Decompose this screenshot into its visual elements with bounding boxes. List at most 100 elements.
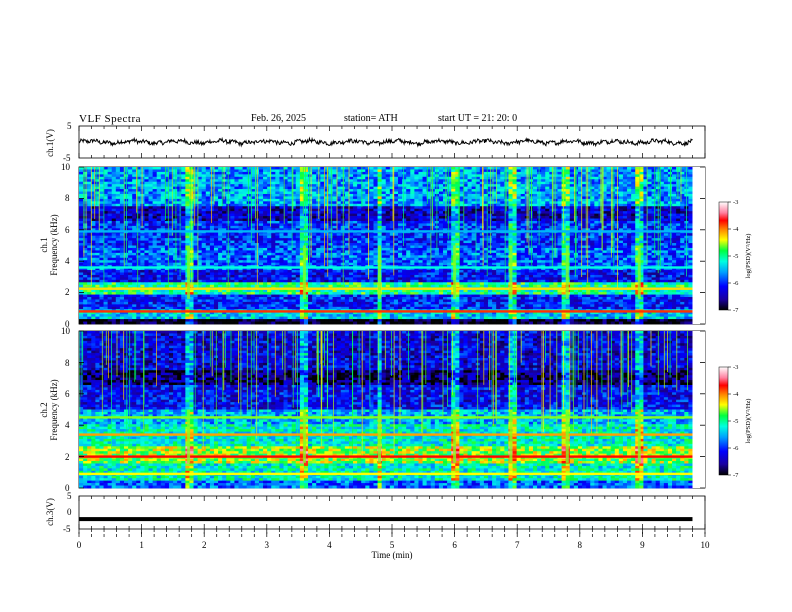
date-label: Feb. 26, 2025 [251, 113, 306, 124]
spectrogram-cell [532, 184, 538, 188]
spectrogram-cell [635, 235, 640, 239]
spectrogram-cell [561, 240, 567, 244]
spectrogram-cell [688, 228, 693, 232]
spectrogram-cell [213, 216, 219, 219]
spectrogram-cell [557, 181, 562, 185]
spectrogram-cell [438, 238, 444, 241]
spectrogram-cell [443, 174, 448, 178]
spectrogram-cell [246, 220, 252, 224]
spectrogram-cell [504, 243, 509, 246]
spectrogram-cell [438, 201, 444, 205]
spectrogram-cell [438, 211, 444, 215]
spectrogram-cell [443, 196, 448, 200]
spectrogram-cell [246, 213, 252, 217]
spectrogram-cell [479, 233, 485, 237]
spectrogram-cell [545, 191, 550, 195]
spectrogram-cell [557, 201, 562, 205]
spectrogram-cell [414, 181, 419, 185]
spectrogram-cell [287, 191, 293, 195]
spectrogram-cell [635, 193, 640, 197]
spectrogram-cell [79, 238, 84, 241]
spectrogram-cell [87, 238, 92, 241]
spectrogram-cell [639, 220, 644, 224]
spectrogram-cell [410, 228, 415, 232]
spectrogram-cell [230, 213, 235, 217]
spectrogram-cell [316, 243, 321, 246]
spectrogram-cell [487, 179, 493, 183]
spectrogram-cell [639, 169, 644, 173]
spectrogram-cell [234, 176, 239, 180]
spectrogram-cell [606, 191, 612, 195]
spectrogram-cell [173, 213, 178, 217]
spectrogram-cell [594, 228, 599, 232]
spectrogram-cell [164, 225, 170, 229]
spectrogram-cell [406, 169, 411, 173]
spectrogram-cell [631, 223, 636, 227]
spectrogram-cell [631, 213, 636, 217]
spectrogram-cell [582, 225, 587, 229]
spectrogram-cell [79, 240, 84, 244]
spectrogram-cell [451, 233, 456, 237]
spectrogram-cell [144, 233, 149, 237]
spectrogram-cell [87, 216, 92, 219]
spectrogram-cell [381, 196, 387, 200]
spectrogram-cell [144, 206, 149, 210]
spectrogram-cell [246, 245, 252, 249]
spectrogram-cell [492, 179, 497, 183]
spectrogram-cell [496, 211, 501, 215]
spectrogram-cell [336, 176, 342, 180]
spectrogram-cell [238, 233, 243, 237]
spectrogram-cell [336, 235, 342, 239]
spectrogram-cell [230, 184, 235, 188]
spectrogram-cell [635, 181, 640, 185]
spectrogram-cell [119, 223, 125, 227]
spectrogram-cell [688, 243, 693, 246]
spectrogram-cell [565, 220, 571, 224]
spectrogram-cell [627, 208, 632, 212]
spectrogram-cell [479, 171, 485, 175]
spectrogram-cell [622, 216, 628, 219]
spectrogram-cell [471, 213, 477, 217]
spectrogram-cell [128, 181, 133, 185]
spectrogram-cell [312, 213, 317, 217]
spectrogram-cell [312, 167, 317, 170]
spectrogram-cell [418, 203, 423, 207]
spectrogram-cell [185, 218, 190, 222]
spectrogram-cell [610, 218, 616, 222]
spectrogram-cell [647, 223, 652, 227]
spectrogram-cell [332, 167, 338, 170]
spectrogram-cell [132, 223, 137, 227]
spectrogram-cell [663, 184, 669, 188]
spectrogram-cell [107, 174, 113, 178]
spectrogram-cell [365, 225, 370, 229]
spectrogram-cell [312, 218, 317, 222]
spectrogram-cell [459, 179, 464, 183]
spectrogram-cell [205, 240, 211, 244]
spectrogram-cell [201, 201, 207, 205]
spectrogram-cell [451, 216, 456, 219]
spectrogram-cell [545, 203, 550, 207]
spectrogram-cell [357, 220, 362, 224]
spectrogram-cell [263, 203, 268, 207]
spectrogram-cell [463, 206, 468, 210]
spectrogram-cell [402, 184, 407, 188]
spectrogram-cell [402, 235, 407, 239]
spectrogram-cell [635, 198, 640, 202]
spectrogram-cell [140, 191, 145, 195]
spectrogram-cell [647, 206, 652, 210]
spectrogram-cell [438, 233, 444, 237]
spectrogram-cell [467, 233, 473, 237]
spectrogram-cell [504, 238, 509, 241]
spectrogram-cell [602, 213, 607, 217]
spectrogram-cell [541, 201, 546, 205]
spectrogram-cell [213, 174, 219, 178]
spectrogram-cell [299, 235, 305, 239]
spectrogram-cell [357, 198, 362, 202]
spectrogram-cell [561, 196, 567, 200]
spectrogram-cell [332, 240, 338, 244]
spectrogram-cell [348, 211, 354, 215]
spectrogram-cell [528, 238, 534, 241]
spectrogram-cell [95, 181, 100, 185]
spectrogram-cell [532, 174, 538, 178]
spectrogram-cell [152, 186, 158, 190]
